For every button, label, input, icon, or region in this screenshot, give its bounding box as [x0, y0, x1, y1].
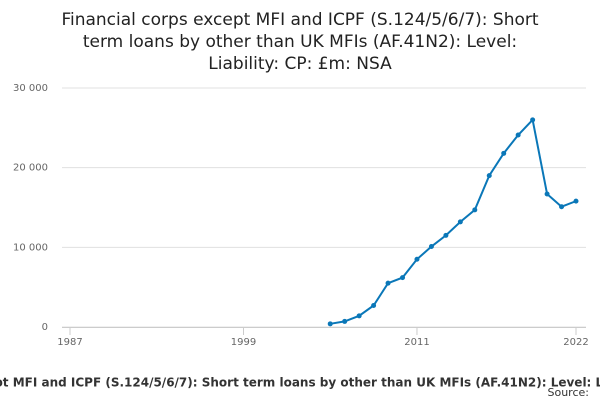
title-line: Financial corps except MFI and ICPF (S.1…: [61, 10, 538, 30]
point: [443, 232, 449, 238]
point: [342, 318, 348, 324]
x-tick-label: 2011: [404, 337, 429, 348]
point: [501, 150, 507, 156]
point: [414, 256, 420, 262]
y-tick-label: 10 000: [13, 242, 48, 253]
title-line: term loans by other than UK MFIs (AF.41N…: [83, 32, 517, 52]
point: [573, 198, 579, 204]
point: [356, 313, 362, 319]
y-tick-label: 30 000: [13, 83, 48, 94]
point: [530, 117, 536, 123]
line: [330, 117, 577, 325]
point: [544, 191, 550, 197]
chart-title: Financial corps except MFI and ICPF (S.1…: [61, 10, 538, 74]
y-tick-label: 20 000: [13, 163, 48, 174]
point: [472, 207, 478, 213]
title-line: Liability: CP: £m: NSA: [208, 54, 392, 74]
x-tick-label: 1999: [231, 337, 256, 348]
credit: Source:: [548, 386, 590, 399]
point: [371, 302, 377, 308]
point: [428, 244, 434, 250]
point: [559, 204, 565, 210]
point: [385, 280, 391, 286]
point: [515, 132, 521, 138]
point: [400, 275, 406, 281]
point: [327, 321, 333, 327]
point: [486, 173, 492, 179]
point: [457, 219, 463, 225]
x-tick-label: 2022: [563, 337, 588, 348]
y-tick-label: 0: [42, 322, 48, 333]
x-tick-label: 1987: [57, 337, 82, 348]
legend-entry[interactable]: Financial corps except MFI and ICPF (S.1…: [0, 376, 600, 390]
